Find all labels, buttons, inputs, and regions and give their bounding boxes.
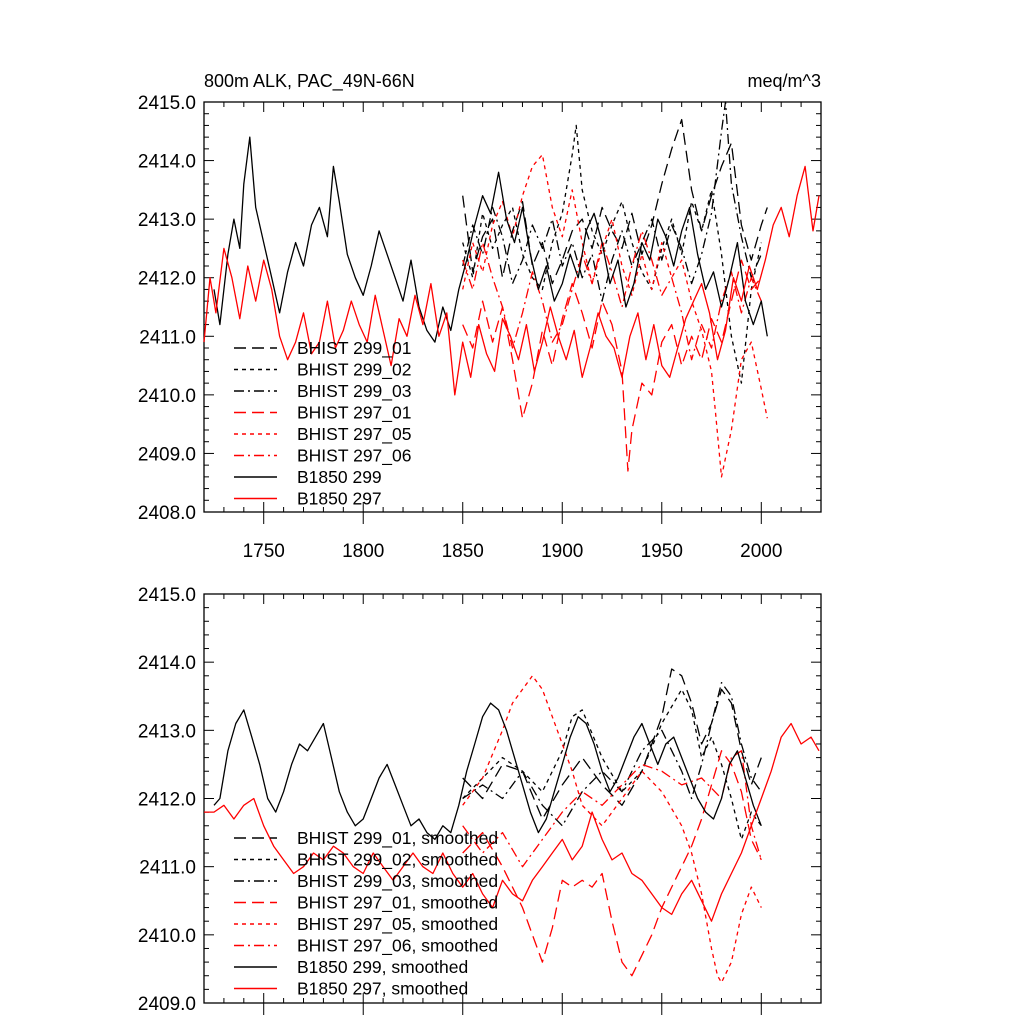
x-tick-label: 1950 xyxy=(641,541,683,562)
y-tick-label: 2411.0 xyxy=(139,858,196,879)
x-tick-label: 1800 xyxy=(342,541,384,562)
x-tick-label: 1900 xyxy=(541,541,583,562)
legend-label: B1850 297, smoothed xyxy=(297,979,468,999)
legend-label: BHIST 297_05 xyxy=(297,424,411,445)
plot-frame xyxy=(203,101,822,513)
series-line-bhist-299-03-smoothed xyxy=(462,681,762,827)
legend-label: BHIST 297_05, smoothed xyxy=(297,914,498,935)
legend-label: B1850 297 xyxy=(297,489,382,509)
series-line-bhist-299-03 xyxy=(462,101,762,302)
x-tick-label: 1750 xyxy=(243,541,285,562)
series-line-bhist-297-05 xyxy=(462,154,768,478)
legend-label: BHIST 299_01, smoothed xyxy=(297,828,498,849)
y-tick-label: 2412.0 xyxy=(138,790,196,811)
series-line-bhist-297-06-smoothed xyxy=(462,750,762,868)
y-tick-label: 2414.0 xyxy=(138,653,196,674)
y-tick-label: 2415.0 xyxy=(138,93,196,114)
y-tick-label: 2409.0 xyxy=(138,444,196,465)
series-line-b1850-299-smoothed xyxy=(213,702,762,841)
y-tick-label: 2412.0 xyxy=(138,269,196,290)
series-line-b1850-297-smoothed xyxy=(204,722,820,922)
x-tick-label: 2000 xyxy=(740,541,782,562)
y-tick-label: 2409.0 xyxy=(138,994,196,1015)
y-tick-label: 2413.0 xyxy=(138,210,196,231)
legend-label: BHIST 297_01 xyxy=(297,403,411,424)
y-tick-label: 2410.0 xyxy=(138,926,196,947)
series-line-bhist-297-06 xyxy=(462,230,762,361)
top-chart-title: 800m ALK, PAC_49N-66N xyxy=(204,71,415,92)
y-tick-label: 2415.0 xyxy=(138,585,196,606)
top-panel: 800m ALK, PAC_49N-66N meq/m^3 2408.0 2409… xyxy=(138,71,822,562)
legend-label: BHIST 299_03, smoothed xyxy=(297,871,498,892)
series-line-bhist-299-01-smoothed xyxy=(462,668,762,820)
x-tick-label: 1850 xyxy=(442,541,484,562)
legend-label: BHIST 299_02 xyxy=(297,360,411,381)
legend-label: BHIST 299_03 xyxy=(297,381,411,402)
y-tick-label: 2411.0 xyxy=(139,327,196,348)
series-line-b1850-297 xyxy=(203,165,820,396)
series-line-bhist-297-01-smoothed xyxy=(462,750,762,977)
legend-label: BHIST 297_06, smoothed xyxy=(297,936,498,957)
legend-label: BHIST 299_02, smoothed xyxy=(297,850,498,871)
legend-label: BHIST 297_06 xyxy=(297,446,411,467)
y-tick-label: 2414.0 xyxy=(138,152,196,173)
series-line-bhist-299-02-smoothed xyxy=(462,688,762,841)
y-tick-label: 2413.0 xyxy=(138,721,196,742)
legend-label: B1850 299 xyxy=(297,467,382,487)
series-line-bhist-297-01 xyxy=(462,259,762,472)
top-chart-units: meq/m^3 xyxy=(748,71,821,91)
legend-label: BHIST 299_01 xyxy=(297,338,411,359)
y-tick-label: 2410.0 xyxy=(138,386,196,407)
legend-label: B1850 299, smoothed xyxy=(297,957,468,977)
legend-label: BHIST 297_01, smoothed xyxy=(297,893,498,914)
series-line-bhist-297-05-smoothed xyxy=(462,675,762,984)
series-line-bhist-299-01 xyxy=(462,118,768,285)
series-line-b1850-299 xyxy=(213,136,768,343)
y-tick-label: 2408.0 xyxy=(138,503,196,524)
bottom-panel: 2409.0 2410.0 2411.0 2412.0 2413.0 2414.0 2415… xyxy=(138,585,822,1015)
